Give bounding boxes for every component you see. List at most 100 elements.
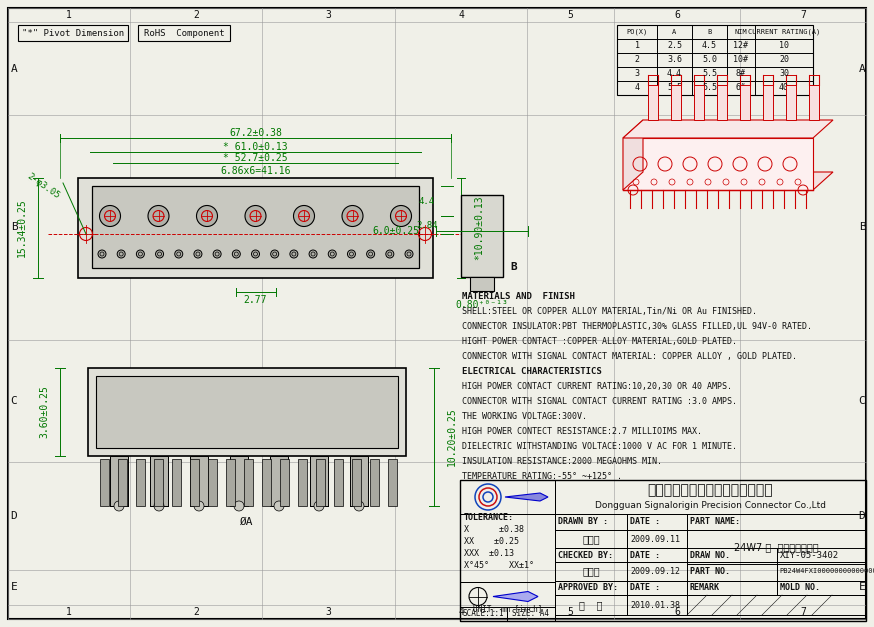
Text: 10#: 10# — [733, 56, 748, 65]
Polygon shape — [694, 85, 704, 120]
Text: DRAW NO.: DRAW NO. — [690, 551, 730, 559]
Text: CURRENT RATING(A): CURRENT RATING(A) — [748, 29, 820, 35]
Circle shape — [274, 501, 284, 511]
Text: SCALE:1:1: SCALE:1:1 — [462, 609, 503, 618]
Polygon shape — [493, 591, 538, 601]
Polygon shape — [244, 459, 253, 506]
Text: MATERIALS AND  FINISH: MATERIALS AND FINISH — [462, 292, 575, 301]
Text: 3.6: 3.6 — [667, 56, 682, 65]
Polygon shape — [786, 85, 796, 120]
Circle shape — [114, 501, 124, 511]
Circle shape — [154, 501, 164, 511]
Polygon shape — [230, 456, 248, 506]
Text: ELECTRICAL CHARACTERISTICS: ELECTRICAL CHARACTERISTICS — [462, 367, 602, 376]
Text: 1: 1 — [66, 10, 72, 20]
Text: 30: 30 — [779, 70, 789, 78]
Text: 2: 2 — [193, 10, 199, 20]
Text: REMARK: REMARK — [690, 584, 720, 593]
Text: 5.5: 5.5 — [667, 83, 682, 93]
Text: A: A — [10, 63, 17, 73]
Text: INSULATION RESISTANCE:2000 MEGAOHMS MIN.: INSULATION RESISTANCE:2000 MEGAOHMS MIN. — [462, 457, 662, 466]
Polygon shape — [92, 186, 419, 268]
Circle shape — [354, 501, 364, 511]
Circle shape — [405, 250, 413, 258]
Polygon shape — [623, 120, 833, 138]
Polygon shape — [226, 459, 235, 506]
Polygon shape — [461, 195, 503, 277]
Circle shape — [271, 250, 279, 258]
Text: SIZE: A4: SIZE: A4 — [512, 609, 550, 618]
Polygon shape — [100, 459, 109, 506]
Circle shape — [342, 206, 363, 226]
Text: 东莞市迅颟原精密连接器有限公司: 东莞市迅颟原精密连接器有限公司 — [648, 483, 773, 497]
Polygon shape — [623, 138, 813, 190]
Circle shape — [194, 250, 202, 258]
Text: 2: 2 — [635, 56, 640, 65]
Circle shape — [294, 206, 315, 226]
Text: 7: 7 — [800, 607, 806, 617]
Text: 4.5: 4.5 — [702, 41, 717, 51]
Text: 5.5: 5.5 — [702, 83, 717, 93]
Text: SHELL:STEEL OR COPPER ALLOY MATERIAL,Tin/Ni OR Au FINISHED.: SHELL:STEEL OR COPPER ALLOY MATERIAL,Tin… — [462, 307, 757, 316]
Text: 3.60±0.25: 3.60±0.25 — [39, 386, 49, 438]
Text: 7: 7 — [800, 10, 806, 20]
Text: 2010.01.38: 2010.01.38 — [630, 601, 680, 609]
Text: 4: 4 — [458, 607, 464, 617]
Text: 3: 3 — [325, 607, 331, 617]
Text: E: E — [858, 582, 865, 593]
Polygon shape — [623, 172, 833, 190]
Circle shape — [290, 250, 298, 258]
Text: 15.34±0.25: 15.34±0.25 — [17, 199, 27, 257]
Text: CONNECTOR INSULATOR:PBT THERMOPLASTIC,30% GLASS FILLED,UL 94V-0 RATED.: CONNECTOR INSULATOR:PBT THERMOPLASTIC,30… — [462, 322, 812, 331]
Polygon shape — [740, 85, 750, 120]
Text: NIM: NIM — [735, 29, 747, 35]
Polygon shape — [352, 459, 361, 506]
Text: B: B — [510, 262, 517, 272]
Polygon shape — [136, 459, 145, 506]
Text: 6: 6 — [674, 10, 680, 20]
Text: 10.20±0.25: 10.20±0.25 — [447, 408, 457, 466]
Polygon shape — [809, 85, 819, 120]
Text: A: A — [672, 29, 676, 35]
Text: D: D — [858, 511, 865, 521]
Text: PART NAME:: PART NAME: — [690, 517, 740, 527]
Polygon shape — [298, 459, 307, 506]
Polygon shape — [96, 376, 398, 448]
Polygon shape — [262, 459, 271, 506]
Circle shape — [329, 250, 336, 258]
Circle shape — [156, 250, 163, 258]
Text: DRAWN BY :: DRAWN BY : — [558, 517, 608, 527]
Text: "*" Pivot Dimension: "*" Pivot Dimension — [22, 28, 124, 38]
Polygon shape — [154, 459, 163, 506]
Circle shape — [391, 206, 412, 226]
Text: 5.0: 5.0 — [702, 56, 717, 65]
Text: 12#: 12# — [733, 41, 748, 51]
Polygon shape — [280, 459, 289, 506]
Polygon shape — [334, 459, 343, 506]
Polygon shape — [208, 459, 217, 506]
Text: 4: 4 — [635, 83, 640, 93]
Text: 40: 40 — [779, 83, 789, 93]
Text: 1: 1 — [66, 607, 72, 617]
Text: PB24W4FXI000000000000000: PB24W4FXI000000000000000 — [780, 568, 874, 574]
Text: 4.4: 4.4 — [667, 70, 682, 78]
Polygon shape — [316, 459, 325, 506]
Text: 5.5: 5.5 — [702, 70, 717, 78]
Text: THE WORKING VOLTAGE:300V.: THE WORKING VOLTAGE:300V. — [462, 412, 587, 421]
Polygon shape — [470, 277, 494, 291]
Polygon shape — [505, 493, 548, 501]
Text: 2009.09.12: 2009.09.12 — [630, 567, 680, 576]
Text: MOLD NO.: MOLD NO. — [780, 584, 820, 593]
Circle shape — [136, 250, 144, 258]
Text: B: B — [707, 29, 711, 35]
Text: PART NO.: PART NO. — [690, 567, 730, 576]
Polygon shape — [671, 85, 681, 120]
Text: * 61.0±0.13: * 61.0±0.13 — [223, 142, 288, 152]
Text: XXX  ±0.13: XXX ±0.13 — [464, 549, 514, 559]
Text: X      ±0.38: X ±0.38 — [464, 525, 524, 534]
Polygon shape — [150, 456, 168, 506]
Text: *10.90±0.13: *10.90±0.13 — [474, 196, 484, 260]
Polygon shape — [763, 85, 773, 120]
Circle shape — [148, 206, 169, 226]
Polygon shape — [190, 456, 208, 506]
